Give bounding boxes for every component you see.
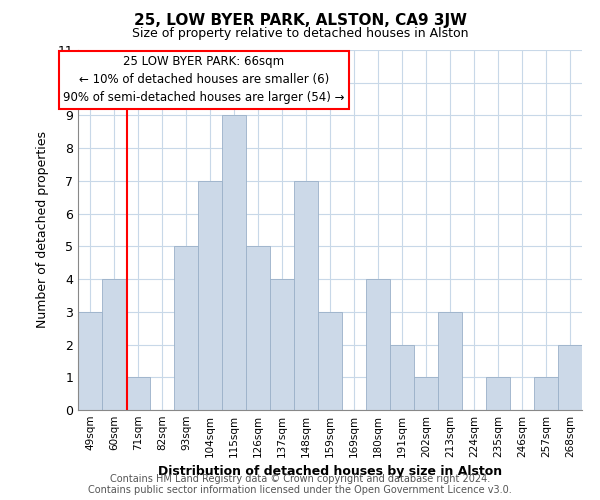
Text: 25 LOW BYER PARK: 66sqm
← 10% of detached houses are smaller (6)
90% of semi-det: 25 LOW BYER PARK: 66sqm ← 10% of detache… bbox=[63, 56, 345, 104]
Text: Contains HM Land Registry data © Crown copyright and database right 2024.: Contains HM Land Registry data © Crown c… bbox=[110, 474, 490, 484]
Bar bbox=[534, 378, 558, 410]
Bar bbox=[366, 279, 390, 410]
Bar bbox=[126, 378, 150, 410]
X-axis label: Distribution of detached houses by size in Alston: Distribution of detached houses by size … bbox=[158, 466, 502, 478]
Bar bbox=[246, 246, 270, 410]
Bar bbox=[198, 181, 222, 410]
Bar bbox=[78, 312, 102, 410]
Bar bbox=[486, 378, 510, 410]
Text: Contains public sector information licensed under the Open Government Licence v3: Contains public sector information licen… bbox=[88, 485, 512, 495]
Bar bbox=[558, 344, 582, 410]
Bar bbox=[222, 116, 246, 410]
Bar bbox=[102, 279, 126, 410]
Y-axis label: Number of detached properties: Number of detached properties bbox=[36, 132, 49, 328]
Bar bbox=[294, 181, 318, 410]
Text: Size of property relative to detached houses in Alston: Size of property relative to detached ho… bbox=[132, 28, 468, 40]
Bar bbox=[438, 312, 462, 410]
Bar bbox=[270, 279, 294, 410]
Bar bbox=[318, 312, 342, 410]
Bar bbox=[390, 344, 414, 410]
Bar bbox=[174, 246, 198, 410]
Text: 25, LOW BYER PARK, ALSTON, CA9 3JW: 25, LOW BYER PARK, ALSTON, CA9 3JW bbox=[133, 12, 467, 28]
Bar bbox=[414, 378, 438, 410]
